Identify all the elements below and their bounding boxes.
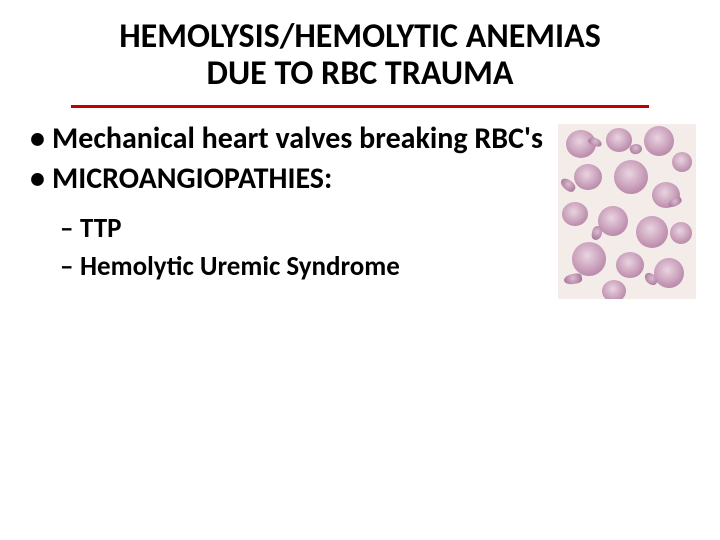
title-line-1: HEMOLYSIS/HEMOLYTIC ANEMIAS <box>119 16 601 57</box>
bullet-item: MICROANGIOPATHIES: <box>24 162 696 197</box>
sub-bullet-item: Hemolytic Uremic Syndrome <box>24 249 696 285</box>
sub-bullet-text: Hemolytic Uremic Syndrome <box>80 250 400 283</box>
bullet-text: MICROANGIOPATHIES: <box>52 160 332 197</box>
content-area: Mechanical heart valves breaking RBC's M… <box>24 122 696 286</box>
sub-bullet-text: TTP <box>80 212 121 245</box>
bullet-item: Mechanical heart valves breaking RBC's <box>24 122 696 157</box>
slide-title: HEMOLYSIS/HEMOLYTIC ANEMIAS DUE TO RBC T… <box>24 18 696 93</box>
sub-bullet-item: TTP <box>24 211 696 247</box>
bullet-text: Mechanical heart valves breaking RBC's <box>52 120 543 157</box>
title-line-2: DUE TO RBC TRAUMA <box>207 53 514 94</box>
slide: HEMOLYSIS/HEMOLYTIC ANEMIAS DUE TO RBC T… <box>0 0 720 540</box>
title-underline <box>71 105 649 108</box>
